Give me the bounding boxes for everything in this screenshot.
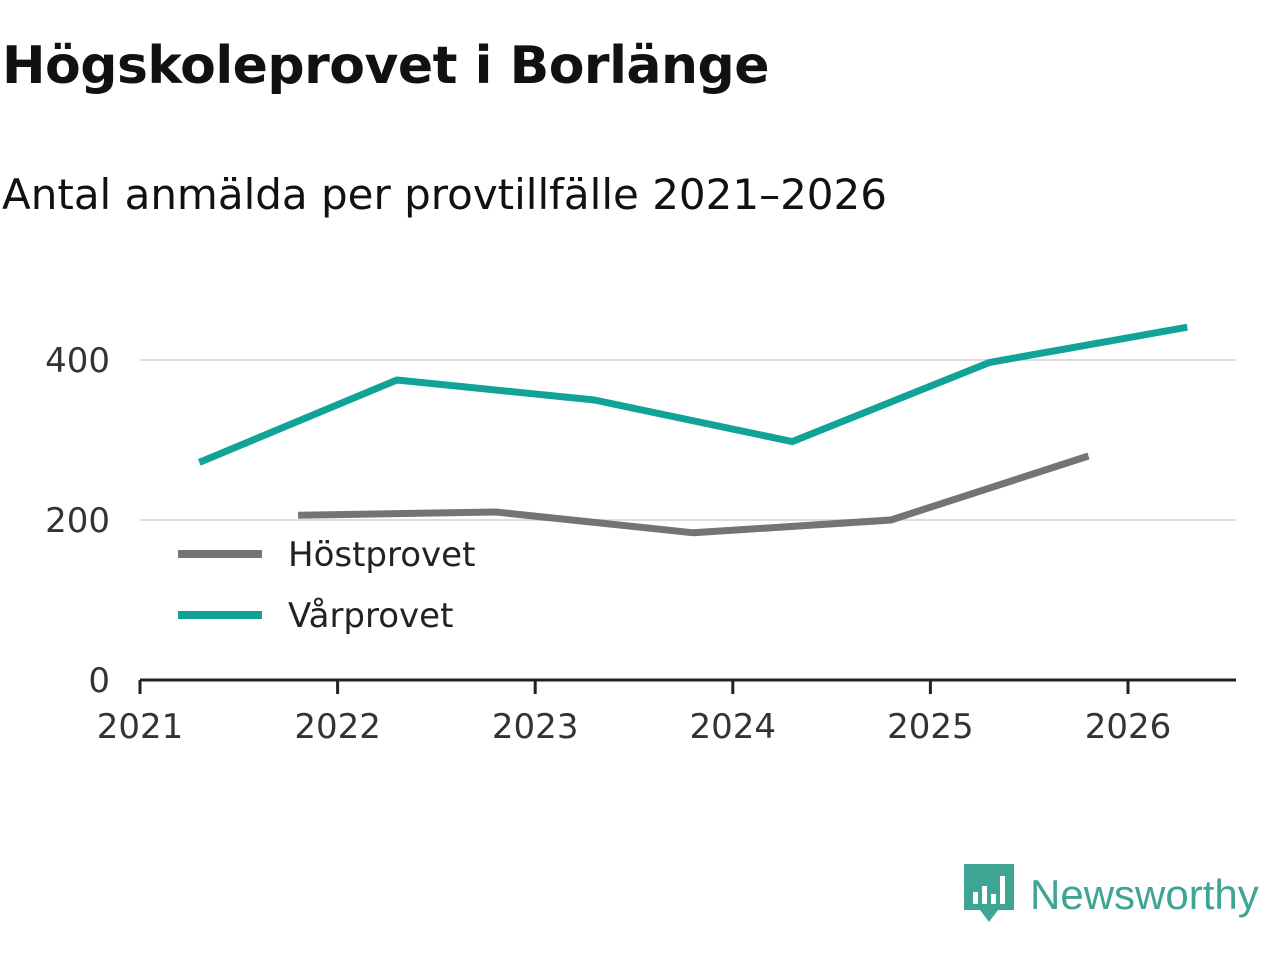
x-tick-label: 2022 bbox=[294, 707, 381, 747]
brand-name: Newsworthy bbox=[1030, 871, 1259, 918]
x-tick-label: 2024 bbox=[690, 707, 777, 747]
brand-logo: Newsworthy bbox=[964, 864, 1259, 926]
y-tick-label: 200 bbox=[45, 501, 110, 541]
x-tick-label: 2026 bbox=[1085, 707, 1172, 747]
y-tick-label: 0 bbox=[88, 661, 110, 701]
legend-label: Vårprovet bbox=[288, 596, 453, 636]
series-line-hostprovet bbox=[298, 452, 1090, 537]
x-tick-label: 2023 bbox=[492, 707, 579, 747]
chart-subtitle: Antal anmälda per provtillfälle 2021–202… bbox=[2, 170, 887, 219]
series-line-varprovet bbox=[197, 323, 1188, 466]
chart-title: Högskoleprovet i Borlänge bbox=[2, 36, 770, 96]
bar-chart-bubble-icon bbox=[964, 864, 1014, 922]
legend-label: Höstprovet bbox=[288, 535, 475, 575]
x-tick-label: 2021 bbox=[97, 707, 184, 747]
x-tick-label: 2025 bbox=[887, 707, 974, 747]
y-tick-label: 400 bbox=[45, 341, 110, 381]
